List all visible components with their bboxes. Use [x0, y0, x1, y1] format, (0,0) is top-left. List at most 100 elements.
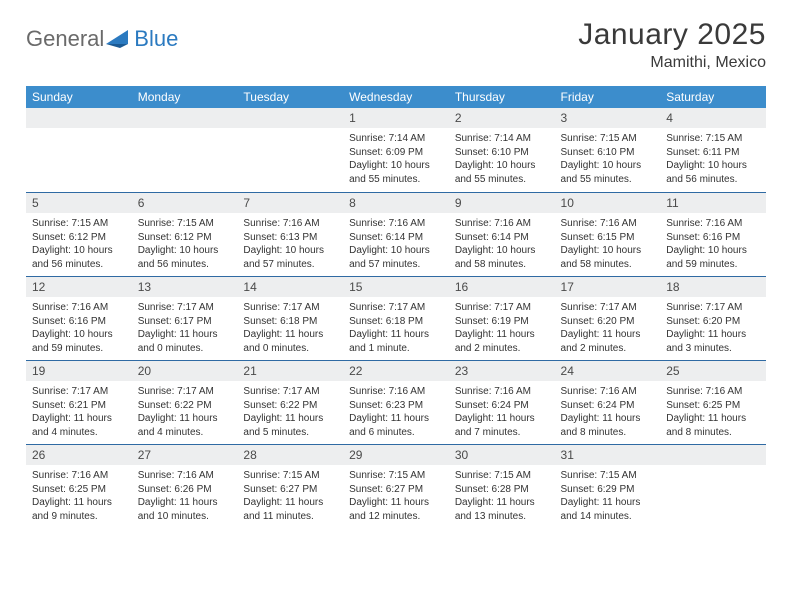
calendar-week: 19Sunrise: 7:17 AMSunset: 6:21 PMDayligh… — [26, 360, 766, 444]
calendar-cell: 31Sunrise: 7:15 AMSunset: 6:29 PMDayligh… — [555, 444, 661, 528]
calendar-cell: 25Sunrise: 7:16 AMSunset: 6:25 PMDayligh… — [660, 360, 766, 444]
calendar-cell: 16Sunrise: 7:17 AMSunset: 6:19 PMDayligh… — [449, 276, 555, 360]
calendar-cell: 27Sunrise: 7:16 AMSunset: 6:26 PMDayligh… — [132, 444, 238, 528]
day-details: Sunrise: 7:16 AMSunset: 6:23 PMDaylight:… — [343, 381, 449, 441]
day-number: 27 — [132, 444, 238, 465]
calendar-cell: 19Sunrise: 7:17 AMSunset: 6:21 PMDayligh… — [26, 360, 132, 444]
day-header-row: SundayMondayTuesdayWednesdayThursdayFrid… — [26, 86, 766, 108]
day-number: 16 — [449, 276, 555, 297]
calendar-cell: 1Sunrise: 7:14 AMSunset: 6:09 PMDaylight… — [343, 108, 449, 192]
location: Mamithi, Mexico — [578, 54, 766, 72]
calendar-cell: 15Sunrise: 7:17 AMSunset: 6:18 PMDayligh… — [343, 276, 449, 360]
day-number: 6 — [132, 192, 238, 213]
day-number: 1 — [343, 108, 449, 128]
calendar-cell: 10Sunrise: 7:16 AMSunset: 6:15 PMDayligh… — [555, 192, 661, 276]
calendar-cell: 18Sunrise: 7:17 AMSunset: 6:20 PMDayligh… — [660, 276, 766, 360]
day-number: 30 — [449, 444, 555, 465]
day-number: 14 — [237, 276, 343, 297]
day-details: Sunrise: 7:16 AMSunset: 6:14 PMDaylight:… — [449, 213, 555, 273]
day-details: Sunrise: 7:17 AMSunset: 6:22 PMDaylight:… — [132, 381, 238, 441]
calendar-cell — [26, 108, 132, 192]
calendar-cell: 22Sunrise: 7:16 AMSunset: 6:23 PMDayligh… — [343, 360, 449, 444]
day-number: 4 — [660, 108, 766, 128]
day-number: 23 — [449, 360, 555, 381]
day-number: 7 — [237, 192, 343, 213]
calendar-cell: 20Sunrise: 7:17 AMSunset: 6:22 PMDayligh… — [132, 360, 238, 444]
day-number: 26 — [26, 444, 132, 465]
day-header: Wednesday — [343, 86, 449, 108]
calendar-body: 1Sunrise: 7:14 AMSunset: 6:09 PMDaylight… — [26, 108, 766, 528]
calendar-cell — [132, 108, 238, 192]
day-details: Sunrise: 7:16 AMSunset: 6:25 PMDaylight:… — [660, 381, 766, 441]
day-number: 9 — [449, 192, 555, 213]
calendar-cell: 24Sunrise: 7:16 AMSunset: 6:24 PMDayligh… — [555, 360, 661, 444]
day-details: Sunrise: 7:16 AMSunset: 6:25 PMDaylight:… — [26, 465, 132, 525]
day-number — [660, 444, 766, 465]
day-header: Monday — [132, 86, 238, 108]
day-details: Sunrise: 7:17 AMSunset: 6:20 PMDaylight:… — [555, 297, 661, 357]
calendar-week: 26Sunrise: 7:16 AMSunset: 6:25 PMDayligh… — [26, 444, 766, 528]
calendar-cell: 17Sunrise: 7:17 AMSunset: 6:20 PMDayligh… — [555, 276, 661, 360]
day-header: Friday — [555, 86, 661, 108]
calendar-cell — [237, 108, 343, 192]
day-details: Sunrise: 7:14 AMSunset: 6:10 PMDaylight:… — [449, 128, 555, 188]
calendar-cell — [660, 444, 766, 528]
logo-text-blue: Blue — [134, 26, 178, 52]
calendar-cell: 26Sunrise: 7:16 AMSunset: 6:25 PMDayligh… — [26, 444, 132, 528]
calendar-cell: 29Sunrise: 7:15 AMSunset: 6:27 PMDayligh… — [343, 444, 449, 528]
day-details: Sunrise: 7:16 AMSunset: 6:24 PMDaylight:… — [449, 381, 555, 441]
day-details: Sunrise: 7:15 AMSunset: 6:29 PMDaylight:… — [555, 465, 661, 525]
logo: General Blue — [26, 18, 178, 52]
calendar-cell: 23Sunrise: 7:16 AMSunset: 6:24 PMDayligh… — [449, 360, 555, 444]
day-details: Sunrise: 7:17 AMSunset: 6:18 PMDaylight:… — [237, 297, 343, 357]
calendar-cell: 3Sunrise: 7:15 AMSunset: 6:10 PMDaylight… — [555, 108, 661, 192]
day-number: 15 — [343, 276, 449, 297]
day-number: 25 — [660, 360, 766, 381]
calendar-cell: 11Sunrise: 7:16 AMSunset: 6:16 PMDayligh… — [660, 192, 766, 276]
calendar-cell: 4Sunrise: 7:15 AMSunset: 6:11 PMDaylight… — [660, 108, 766, 192]
day-header: Tuesday — [237, 86, 343, 108]
title-block: January 2025 Mamithi, Mexico — [578, 18, 766, 72]
day-header: Saturday — [660, 86, 766, 108]
day-number: 21 — [237, 360, 343, 381]
day-number: 20 — [132, 360, 238, 381]
day-number: 2 — [449, 108, 555, 128]
day-number: 5 — [26, 192, 132, 213]
day-details — [660, 465, 766, 512]
day-number: 29 — [343, 444, 449, 465]
day-number — [237, 108, 343, 128]
calendar-cell: 9Sunrise: 7:16 AMSunset: 6:14 PMDaylight… — [449, 192, 555, 276]
day-number: 12 — [26, 276, 132, 297]
calendar-cell: 6Sunrise: 7:15 AMSunset: 6:12 PMDaylight… — [132, 192, 238, 276]
day-details: Sunrise: 7:15 AMSunset: 6:10 PMDaylight:… — [555, 128, 661, 188]
day-details: Sunrise: 7:16 AMSunset: 6:15 PMDaylight:… — [555, 213, 661, 273]
day-details: Sunrise: 7:17 AMSunset: 6:20 PMDaylight:… — [660, 297, 766, 357]
calendar-cell: 7Sunrise: 7:16 AMSunset: 6:13 PMDaylight… — [237, 192, 343, 276]
day-details: Sunrise: 7:15 AMSunset: 6:12 PMDaylight:… — [132, 213, 238, 273]
day-details: Sunrise: 7:15 AMSunset: 6:27 PMDaylight:… — [237, 465, 343, 525]
day-details: Sunrise: 7:15 AMSunset: 6:27 PMDaylight:… — [343, 465, 449, 525]
day-number: 17 — [555, 276, 661, 297]
day-number: 31 — [555, 444, 661, 465]
day-details — [132, 128, 238, 175]
day-details: Sunrise: 7:15 AMSunset: 6:28 PMDaylight:… — [449, 465, 555, 525]
logo-triangle-icon — [106, 30, 132, 48]
day-details: Sunrise: 7:17 AMSunset: 6:17 PMDaylight:… — [132, 297, 238, 357]
calendar-cell: 5Sunrise: 7:15 AMSunset: 6:12 PMDaylight… — [26, 192, 132, 276]
calendar-table: SundayMondayTuesdayWednesdayThursdayFrid… — [26, 86, 766, 528]
header: General Blue January 2025 Mamithi, Mexic… — [26, 18, 766, 72]
day-details: Sunrise: 7:16 AMSunset: 6:26 PMDaylight:… — [132, 465, 238, 525]
calendar-cell: 12Sunrise: 7:16 AMSunset: 6:16 PMDayligh… — [26, 276, 132, 360]
day-number: 13 — [132, 276, 238, 297]
month-title: January 2025 — [578, 18, 766, 52]
day-details: Sunrise: 7:16 AMSunset: 6:13 PMDaylight:… — [237, 213, 343, 273]
day-details: Sunrise: 7:16 AMSunset: 6:16 PMDaylight:… — [26, 297, 132, 357]
day-number — [26, 108, 132, 128]
logo-text-general: General — [26, 26, 104, 52]
day-number: 24 — [555, 360, 661, 381]
day-number: 18 — [660, 276, 766, 297]
day-details: Sunrise: 7:15 AMSunset: 6:11 PMDaylight:… — [660, 128, 766, 188]
day-details: Sunrise: 7:16 AMSunset: 6:16 PMDaylight:… — [660, 213, 766, 273]
day-number — [132, 108, 238, 128]
day-details: Sunrise: 7:17 AMSunset: 6:22 PMDaylight:… — [237, 381, 343, 441]
